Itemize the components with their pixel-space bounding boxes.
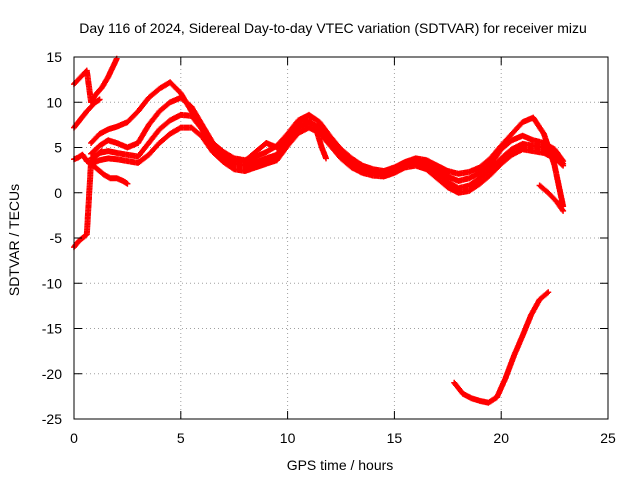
series-markers	[71, 55, 120, 106]
y-tick-label: 0	[54, 185, 62, 201]
x-tick-label: 0	[70, 430, 78, 446]
series-markers	[536, 182, 567, 214]
series-arc-1	[71, 55, 120, 106]
x-tick-label: 25	[600, 430, 616, 446]
axis-ticks: 0 5 10 15 20 25 -25 -20 -15 -10 -5 0 5 10 15	[42, 49, 616, 446]
chart-title: Day 116 of 2024, Sidereal Day-to-day VTE…	[79, 20, 587, 36]
series-markers	[71, 96, 103, 131]
y-tick-label: -15	[42, 321, 62, 337]
x-tick-label: 10	[280, 430, 296, 446]
y-tick-label: 15	[46, 49, 62, 65]
series-arc-10	[314, 130, 329, 162]
series-arc-2	[71, 96, 103, 131]
y-tick-label: -10	[42, 275, 62, 291]
grid-lines	[74, 57, 608, 419]
y-tick-label: -25	[42, 411, 62, 427]
x-tick-label: 5	[177, 430, 185, 446]
y-tick-label: 5	[54, 140, 62, 156]
x-axis-label: GPS time / hours	[287, 457, 394, 473]
x-tick-label: 15	[387, 430, 403, 446]
series-markers	[314, 130, 329, 162]
y-tick-label: -20	[42, 366, 62, 382]
y-axis-label: SDTVAR / TECUs	[6, 184, 22, 296]
series-markers	[451, 289, 552, 406]
series-arc-9	[451, 289, 552, 406]
series-arc-8	[88, 124, 567, 196]
y-tick-label: -5	[50, 230, 63, 246]
x-tick-label: 20	[493, 430, 509, 446]
data-series	[71, 55, 567, 406]
series-markers	[88, 124, 567, 196]
series-arc-11	[536, 182, 567, 214]
y-tick-label: 10	[46, 94, 62, 110]
